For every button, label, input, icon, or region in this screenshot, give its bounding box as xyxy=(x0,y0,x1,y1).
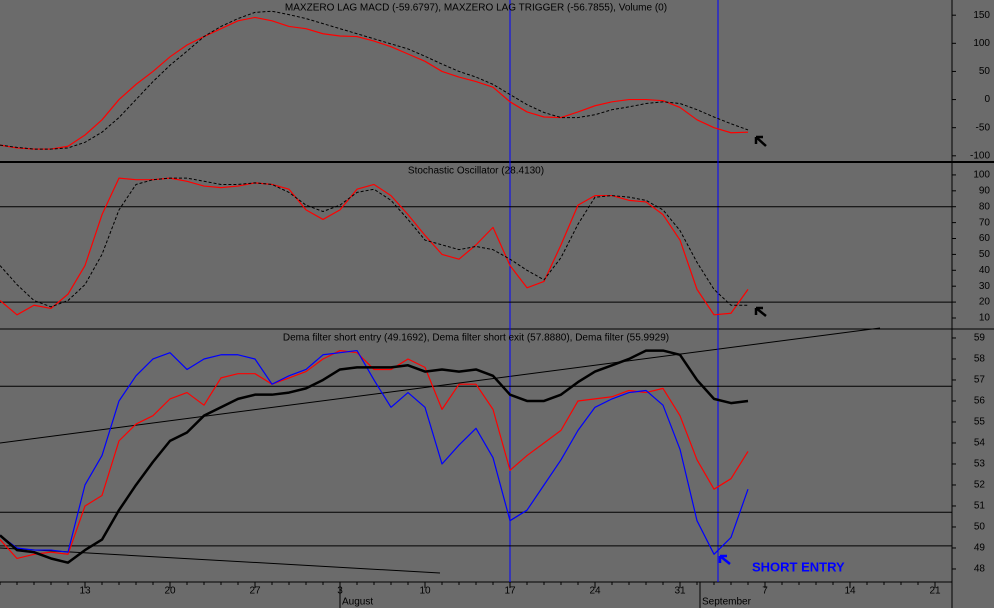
y-tick-label: 90 xyxy=(979,185,991,196)
y-tick-label: 58 xyxy=(974,354,986,365)
y-tick-label: 150 xyxy=(973,10,990,21)
x-tick-label: 14 xyxy=(844,586,856,597)
arrow xyxy=(718,554,731,565)
series-line xyxy=(0,349,749,555)
x-tick-label: 7 xyxy=(762,586,768,597)
x-tick-label: 17 xyxy=(504,586,516,597)
y-tick-label: 53 xyxy=(974,459,986,470)
y-tick-label: 55 xyxy=(974,417,986,428)
trend-line xyxy=(0,547,441,574)
y-tick-label: 30 xyxy=(979,281,991,292)
panel-title: Stochastic Oscillator (28.4130) xyxy=(408,166,544,177)
y-tick-label: 56 xyxy=(974,396,986,407)
x-tick-label: 13 xyxy=(79,586,91,597)
month-label: September xyxy=(702,597,752,608)
y-tick-label: 59 xyxy=(974,333,986,344)
panel-title: MAXZERO LAG MACD (-59.6797), MAXZERO LAG… xyxy=(285,3,667,14)
x-tick-label: 24 xyxy=(589,586,601,597)
series-line xyxy=(0,349,749,564)
x-tick-label: 20 xyxy=(164,586,176,597)
y-tick-label: 49 xyxy=(974,543,986,554)
y-tick-label: 100 xyxy=(973,170,990,181)
series-line xyxy=(0,10,749,150)
y-tick-label: 20 xyxy=(979,297,991,308)
y-tick-label: 50 xyxy=(979,66,991,77)
annotation: SHORT ENTRY xyxy=(752,559,845,574)
y-tick-label: 80 xyxy=(979,201,991,212)
y-tick-label: 48 xyxy=(974,564,986,575)
arrow xyxy=(754,306,767,317)
y-tick-label: 51 xyxy=(974,501,986,512)
y-tick-label: 10 xyxy=(979,313,991,324)
series-line xyxy=(0,177,748,308)
y-tick-label: 0 xyxy=(984,94,990,105)
y-tick-label: 70 xyxy=(979,217,991,228)
panel-title: Dema filter short entry (49.1692), Dema … xyxy=(283,333,669,344)
trend-line xyxy=(0,327,881,444)
y-tick-label: -50 xyxy=(976,122,991,133)
month-label: August xyxy=(342,597,373,608)
series-line xyxy=(0,16,749,150)
plot-layers: 150 100 50 0 -50 -100 MAXZERO LAG MACD (-59.67… xyxy=(0,3,990,608)
y-tick-label: -100 xyxy=(970,150,990,161)
y-tick-label: 50 xyxy=(974,522,986,533)
arrow xyxy=(754,135,767,147)
y-tick-label: 100 xyxy=(973,38,990,49)
y-tick-label: 40 xyxy=(979,265,991,276)
x-tick-label: 31 xyxy=(674,586,686,597)
series-line xyxy=(0,349,749,560)
x-tick-label: 10 xyxy=(419,586,431,597)
y-tick-label: 60 xyxy=(979,233,991,244)
y-tick-label: 57 xyxy=(974,375,986,386)
y-tick-label: 54 xyxy=(974,438,986,449)
y-tick-label: 50 xyxy=(979,249,991,260)
x-tick-label: 21 xyxy=(929,586,941,597)
y-tick-label: 52 xyxy=(974,480,986,491)
x-tick-label: 27 xyxy=(249,586,261,597)
series-line xyxy=(0,177,749,316)
